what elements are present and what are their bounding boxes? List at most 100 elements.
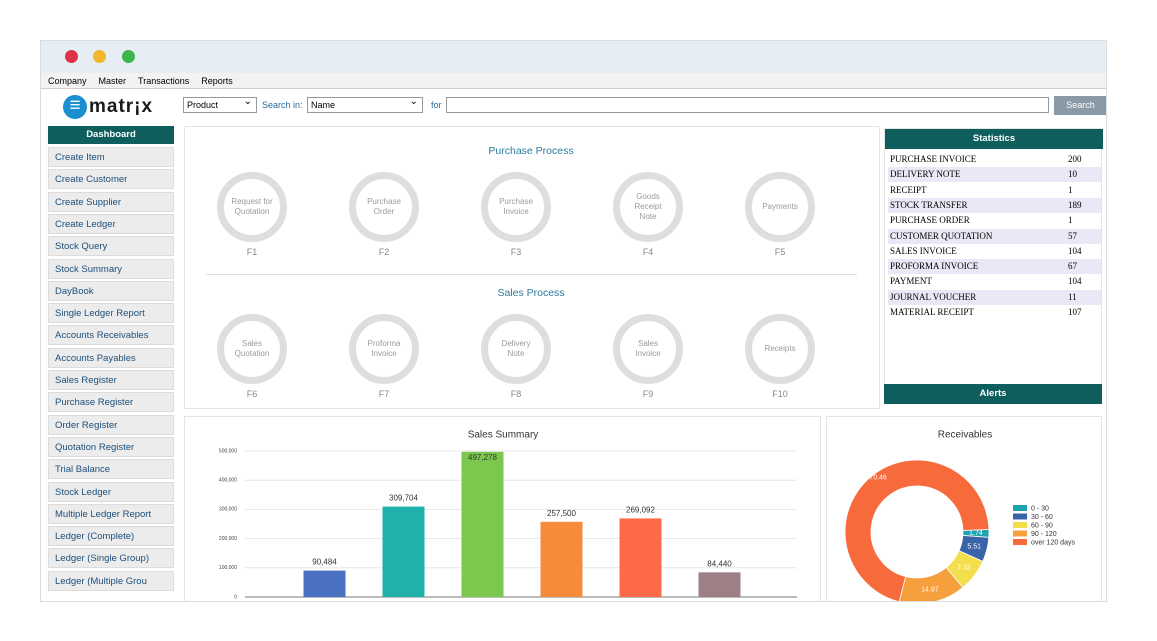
sidebar-item[interactable]: Ledger (Single Group)	[48, 548, 174, 569]
bar-value-label: 84,440	[707, 559, 732, 568]
slice-label: 70.46	[869, 474, 887, 481]
step-key: F1	[246, 247, 258, 257]
process-step[interactable]: Proforma Invoice	[349, 314, 419, 384]
menu-item[interactable]: Master	[98, 76, 127, 86]
sidebar-item[interactable]: DayBook	[48, 280, 174, 301]
stat-name: DELIVERY NOTE	[890, 169, 961, 180]
slice-label: 7.32	[957, 565, 971, 572]
stat-row: MATERIAL RECEIPT 107	[888, 305, 1101, 320]
legend-swatch	[1013, 513, 1027, 520]
stat-name: PURCHASE ORDER	[890, 215, 970, 226]
sidebar-item[interactable]: Stock Summary	[48, 258, 174, 279]
section-title: Purchase Process	[488, 145, 574, 157]
search-input[interactable]	[446, 97, 1049, 113]
type-select[interactable]: Product	[183, 95, 257, 113]
donut-slice	[844, 459, 990, 601]
field-select[interactable]: Name	[307, 95, 423, 113]
bar	[540, 521, 583, 597]
process-step[interactable]: Purchase Order	[349, 172, 419, 242]
stat-row: PAYMENT 104	[888, 274, 1101, 290]
sidebar-item[interactable]: Purchase Register	[48, 392, 174, 413]
stat-name: PAYMENT	[890, 276, 932, 287]
sidebar-item[interactable]: Create Ledger	[48, 213, 174, 234]
sidebar-item[interactable]: Single Ledger Report	[48, 303, 174, 324]
step-key: F10	[772, 389, 788, 399]
legend-label: 0 - 30	[1031, 505, 1049, 512]
minimize-button[interactable]	[93, 50, 106, 63]
legend-label: over 120 days	[1031, 539, 1075, 546]
chart-title: Sales Summary	[468, 430, 539, 441]
bar-value-label: 257,500	[547, 509, 576, 518]
stat-value: 200	[1068, 154, 1082, 164]
step-key: F5	[774, 247, 786, 257]
alerts-header: Alerts	[884, 384, 1102, 404]
slice-label: 1.74	[969, 530, 983, 537]
stat-row: PURCHASE ORDER 1	[888, 213, 1101, 229]
menu-bar: Company Master Transactions Reports	[41, 73, 1106, 89]
step-key: F2	[378, 247, 390, 257]
bar-value-label: 497,278	[468, 453, 497, 462]
sidebar-item[interactable]: Order Register	[48, 414, 174, 435]
stat-name: PROFORMA INVOICE	[890, 261, 979, 272]
section-title: Sales Process	[497, 287, 565, 299]
sidebar-item[interactable]: Accounts Payables	[48, 347, 174, 368]
process-step[interactable]: Request for Quotation	[217, 172, 287, 242]
sidebar-item[interactable]: Ledger (Multiple Grou	[48, 570, 174, 591]
sidebar-item[interactable]: Quotation Register	[48, 436, 174, 457]
legend-label: 30 - 60	[1031, 514, 1053, 521]
bar	[303, 570, 346, 597]
statistics-panel: Statistics PURCHASE INVOICE 200 DELIVERY N…	[884, 128, 1103, 404]
stat-row: SALES INVOICE 104	[888, 243, 1101, 259]
process-step[interactable]: Sales Quotation	[217, 314, 287, 384]
stat-name: JOURNAL VOUCHER	[890, 291, 977, 302]
legend-label: 60 - 90	[1031, 522, 1053, 529]
sidebar-item[interactable]: Accounts Receivables	[48, 325, 174, 346]
bar	[461, 451, 504, 597]
sidebar-item[interactable]: Stock Ledger	[48, 481, 174, 502]
process-panel: Purchase Process Request for Quotation F1 P…	[184, 126, 880, 409]
process-step[interactable]: Receipts	[745, 314, 815, 384]
process-step[interactable]: Goods Receipt Note	[613, 172, 683, 242]
stat-value: 189	[1068, 199, 1082, 210]
maximize-button[interactable]	[122, 50, 135, 63]
statistics-header: Statistics	[885, 129, 1103, 149]
chart-title: Receivables	[938, 430, 992, 441]
process-step[interactable]: Payments	[745, 172, 815, 242]
legend-swatch	[1013, 539, 1027, 545]
process-step[interactable]: Purchase Invoice	[481, 172, 551, 242]
stat-name: RECEIPT	[890, 184, 927, 195]
menu-item[interactable]: Transactions	[138, 76, 190, 86]
bar	[698, 572, 741, 597]
sales-summary-panel: Sales Summary 0 100,000 200,000 300,000 400,0…	[184, 416, 821, 601]
search-button[interactable]: Search	[1054, 96, 1106, 115]
stat-value: 11	[1068, 291, 1077, 302]
sidebar-item[interactable]: Sales Register	[48, 370, 174, 390]
sidebar-item[interactable]: Multiple Ledger Report	[48, 503, 174, 524]
sales-summary-chart: Sales Summary 0 100,000 200,000 300,000 400,0…	[219, 430, 797, 600]
sidebar-item[interactable]: Ledger (Complete)	[48, 526, 174, 547]
menu-item[interactable]: Company	[48, 76, 87, 86]
logo-icon: ≡	[63, 95, 87, 119]
stat-value: 107	[1068, 307, 1082, 317]
stat-name: CUSTOMER QUOTATION	[890, 230, 993, 241]
close-button[interactable]	[65, 50, 78, 63]
step-key: F8	[510, 389, 522, 399]
step-key: F3	[510, 247, 522, 257]
legend-swatch	[1013, 505, 1027, 511]
sidebar-item[interactable]: Create Customer	[48, 169, 174, 190]
stat-row: PURCHASE INVOICE 200	[888, 152, 1101, 167]
process-step[interactable]: Delivery Note	[481, 314, 551, 384]
y-tick-label: 0	[234, 594, 237, 600]
process-step[interactable]: Sales Invoice	[613, 314, 683, 384]
stat-row: STOCK TRANSFER 189	[888, 197, 1101, 213]
sidebar-item[interactable]: Stock Query	[48, 236, 174, 257]
sidebar-item[interactable]: Create Supplier	[48, 191, 174, 212]
stat-row: DELIVERY NOTE 10	[888, 167, 1101, 183]
stat-row: JOURNAL VOUCHER 11	[888, 289, 1101, 305]
step-key: F4	[642, 247, 654, 257]
sidebar-item[interactable]: Create Item	[48, 147, 174, 167]
menu-item[interactable]: Reports	[201, 76, 233, 86]
sidebar-item[interactable]: Trial Balance	[48, 459, 174, 480]
stat-row: CUSTOMER QUOTATION 57	[888, 228, 1101, 244]
